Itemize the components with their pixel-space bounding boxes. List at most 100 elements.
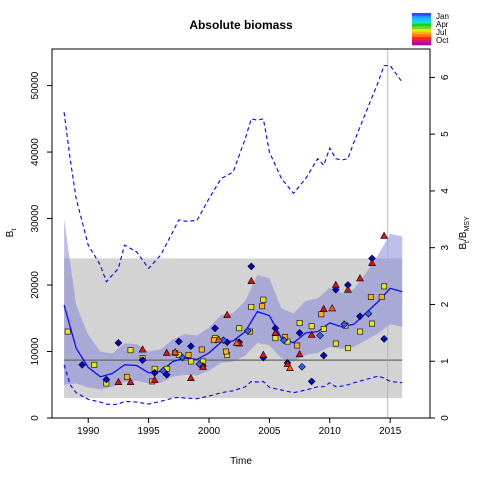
index-point-triangle	[343, 285, 352, 293]
index-point-triangle	[319, 304, 328, 312]
y-tick-label: 20000	[30, 271, 41, 299]
y-axis-label-main: B	[5, 230, 16, 237]
index-point-square	[187, 358, 194, 365]
index-point-diamond	[102, 375, 111, 384]
index-point-diamond	[316, 331, 324, 340]
y-tick-label: 0	[30, 415, 41, 421]
legend-color-swatch	[412, 37, 431, 40]
index-point-diamond	[114, 339, 123, 347]
index-point-square	[332, 340, 339, 347]
index-point-diamond	[247, 262, 256, 271]
index-point-diamond	[78, 360, 87, 369]
legend-color-swatch	[412, 31, 431, 35]
legend-label: Jul	[436, 28, 446, 37]
index-point-triangle	[328, 304, 337, 312]
y2-tick-label: 2	[440, 301, 451, 307]
index-point-triangle	[199, 362, 207, 370]
y2-axis-label-num-sub: t	[464, 241, 471, 243]
index-point-triangle	[259, 350, 268, 358]
index-point-square	[259, 303, 266, 310]
index-point-diamond	[195, 360, 204, 368]
x-tick-label: 2000	[198, 426, 221, 437]
index-point-diamond	[295, 329, 304, 337]
index-point-triangle	[356, 274, 364, 282]
index-point-diamond	[364, 309, 373, 318]
index-point-diamond	[280, 336, 288, 345]
index-point-square	[236, 325, 243, 332]
index-point-diamond	[319, 351, 328, 360]
legend-color-swatch	[412, 18, 431, 22]
y2-tick-label: 0	[440, 415, 451, 421]
index-point-triangle	[114, 377, 123, 385]
x-tick-label: 2015	[379, 426, 402, 437]
y2-axis-label-den-sub: MSY	[464, 216, 471, 232]
index-point-square	[344, 345, 351, 352]
index-point-square	[260, 296, 267, 303]
x-tick-label: 1990	[77, 426, 100, 437]
index-point-square	[318, 311, 325, 318]
index-point-triangle	[368, 258, 376, 266]
index-point-layer	[64, 231, 389, 387]
index-point-square	[127, 347, 134, 354]
index-point-diamond	[219, 336, 228, 345]
legend-color-swatch	[412, 21, 431, 24]
index-point-square	[367, 294, 374, 300]
y2-axis-label-num: B	[458, 243, 469, 250]
x-tick-label: 2010	[319, 426, 342, 437]
index-point-triangle	[214, 335, 223, 343]
index-point-diamond	[162, 370, 171, 379]
y2-tick-label: 6	[440, 74, 451, 80]
legend-color-swatch	[412, 34, 431, 38]
index-point-diamond	[307, 377, 316, 386]
dashed-ci-upper	[63, 65, 403, 283]
index-point-square	[248, 304, 255, 310]
legend-label: Jan	[436, 12, 449, 21]
index-point-triangle	[171, 347, 180, 356]
y2-tick-label: 5	[440, 131, 451, 137]
index-point-diamond	[211, 324, 219, 333]
index-point-triangle	[150, 375, 159, 384]
y-axis-label: Bt	[5, 229, 18, 238]
index-point-diamond	[298, 362, 306, 371]
axes: 1990 1995 2000 2005 2010 20150100002000030000…	[30, 71, 451, 437]
legend-color-swatch	[412, 42, 431, 46]
index-point-square	[357, 328, 363, 335]
y2-axis-label: Bt/BMSY	[458, 216, 471, 250]
index-point-square	[223, 348, 229, 355]
x-tick-label: 2005	[258, 426, 281, 437]
chart-title: Absolute biomass	[189, 18, 293, 32]
confidence-band-layer	[64, 218, 403, 390]
index-point-triangle	[138, 345, 147, 353]
index-point-diamond	[243, 327, 252, 335]
legend-label: Oct	[436, 36, 449, 45]
plot-frame	[51, 48, 431, 419]
index-point-square	[378, 294, 385, 300]
index-point-diamond	[340, 320, 349, 329]
index-point-diamond	[356, 312, 364, 321]
index-point-square	[294, 342, 301, 349]
y2-axis-label-den: B	[458, 231, 469, 238]
legend-label: Apr	[436, 20, 449, 29]
index-point-square	[369, 320, 375, 327]
index-point-diamond	[331, 285, 340, 294]
index-point-triangle	[331, 280, 340, 288]
index-point-triangle	[162, 348, 171, 356]
index-point-diamond	[138, 356, 147, 364]
index-point-triangle	[307, 330, 316, 338]
x-tick-label: 1995	[137, 426, 160, 437]
index-point-square	[123, 373, 130, 380]
reference-line-layer	[64, 49, 403, 418]
index-point-triangle	[186, 373, 195, 382]
y-tick-label: 50000	[30, 71, 41, 99]
index-point-square	[296, 320, 303, 326]
index-point-square	[308, 323, 315, 330]
y-axis-label-sub: t	[11, 229, 18, 231]
index-point-triangle	[247, 276, 256, 284]
y2-tick-label: 3	[440, 244, 451, 250]
index-point-square	[185, 351, 192, 358]
index-point-triangle	[223, 310, 232, 318]
index-point-square	[320, 326, 327, 332]
